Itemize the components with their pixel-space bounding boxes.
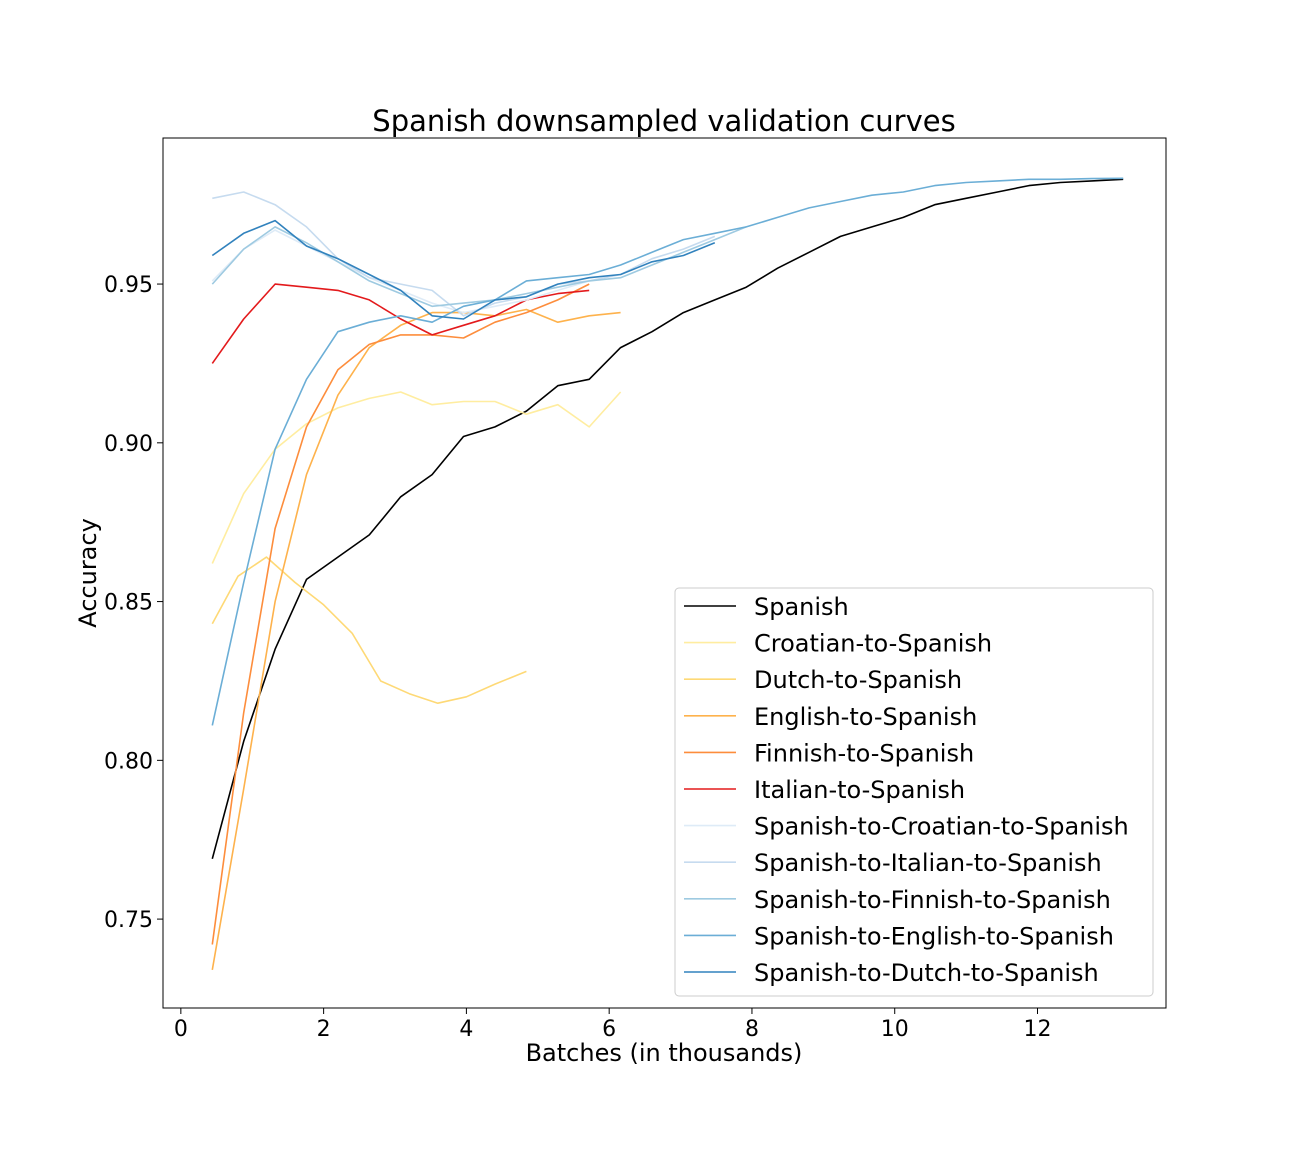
series-line-1 bbox=[211, 391, 622, 564]
y-tick-label: 0.80 bbox=[104, 749, 153, 774]
series-line-7 bbox=[212, 191, 716, 317]
legend: Spanish Croatian-to-Spanish Dutch-to-Spani… bbox=[674, 587, 1154, 997]
series-line-10 bbox=[211, 219, 716, 320]
series-line-2 bbox=[211, 556, 527, 705]
series-layer bbox=[211, 177, 1124, 971]
x-tick-label: 0 bbox=[174, 1017, 188, 1042]
y-axis-label: Accuracy bbox=[74, 518, 102, 628]
legend-label: Spanish-to-Croatian-to-Spanish bbox=[754, 813, 1129, 841]
y-tick-label: 0.75 bbox=[104, 908, 153, 933]
y-tick-label: 0.85 bbox=[104, 591, 153, 616]
x-axis: 0 2 4 6 8 10 12 bbox=[174, 1008, 1052, 1042]
series-line-9 bbox=[211, 177, 1124, 726]
x-tick-label: 10 bbox=[881, 1017, 909, 1042]
chart-title: Spanish downsampled validation curves bbox=[372, 104, 955, 138]
x-tick-label: 2 bbox=[317, 1017, 331, 1042]
x-tick-label: 4 bbox=[459, 1017, 473, 1042]
legend-label: Finnish-to-Spanish bbox=[754, 739, 974, 767]
legend-label: English-to-Spanish bbox=[754, 703, 977, 731]
legend-label: Spanish-to-Italian-to-Spanish bbox=[754, 849, 1102, 877]
legend-label: Dutch-to-Spanish bbox=[754, 666, 962, 694]
x-tick-label: 6 bbox=[602, 1017, 616, 1042]
series-line-4 bbox=[211, 283, 590, 945]
series-line-8 bbox=[211, 226, 747, 308]
series-line-0 bbox=[211, 178, 1124, 860]
legend-box bbox=[674, 587, 1154, 997]
y-axis: 0.75 0.80 0.85 0.90 0.95 bbox=[104, 273, 163, 933]
x-tick-label: 12 bbox=[1024, 1017, 1052, 1042]
y-tick-label: 0.95 bbox=[104, 273, 153, 298]
x-tick-label: 8 bbox=[745, 1017, 759, 1042]
legend-label: Spanish-to-English-to-Spanish bbox=[754, 922, 1114, 950]
legend-label: Spanish bbox=[754, 593, 849, 621]
legend-label: Spanish-to-Dutch-to-Spanish bbox=[754, 959, 1099, 987]
y-tick-label: 0.90 bbox=[104, 432, 153, 457]
legend-label: Italian-to-Spanish bbox=[754, 776, 965, 804]
x-axis-label: Batches (in thousands) bbox=[526, 1039, 803, 1067]
legend-label: Croatian-to-Spanish bbox=[754, 630, 992, 658]
legend-label: Spanish-to-Finnish-to-Spanish bbox=[754, 886, 1111, 914]
